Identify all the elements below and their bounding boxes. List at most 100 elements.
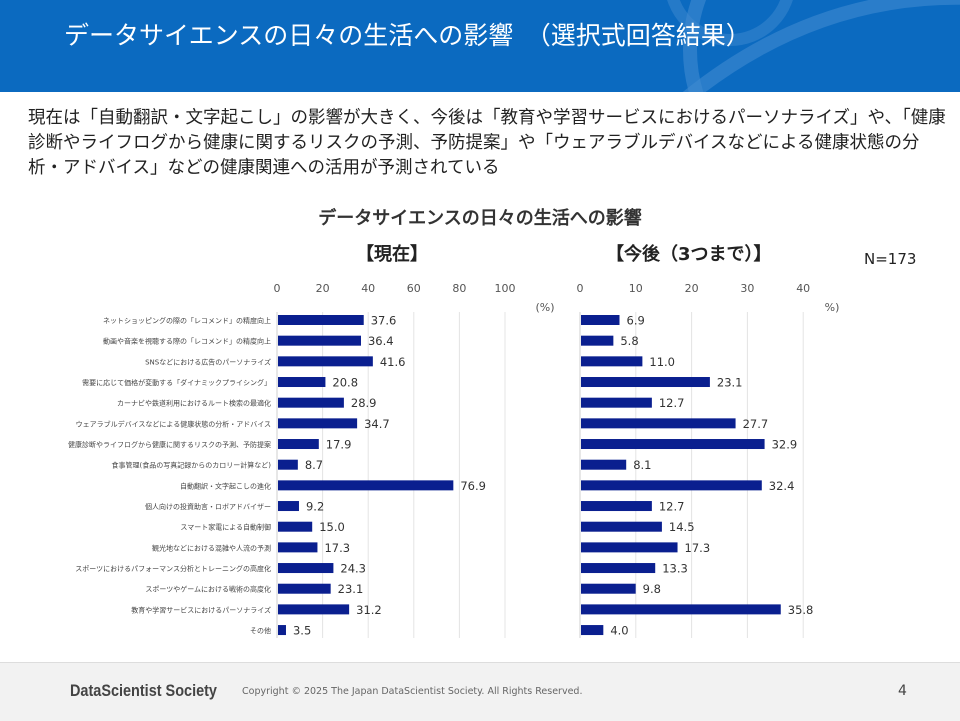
bar — [278, 480, 454, 491]
data-label: 5.8 — [620, 334, 638, 348]
header-bar: データサイエンスの日々の生活への影響 （選択式回答結果） — [0, 0, 960, 92]
x-tick-label: 40 — [361, 282, 375, 295]
x-tick-label: 20 — [685, 282, 699, 295]
data-label: 9.8 — [643, 582, 661, 596]
data-label: 17.3 — [685, 541, 711, 555]
x-tick-label: 100 — [495, 282, 516, 295]
bar — [581, 521, 662, 532]
data-label: 11.0 — [649, 355, 675, 369]
category-label: 自動翻訳・文字起こしの進化 — [180, 481, 271, 490]
category-label: ネットショッピングの際の「レコメンド」の精度向上 — [103, 316, 271, 325]
data-label: 15.0 — [319, 520, 345, 534]
data-label: 23.1 — [338, 582, 364, 596]
category-label: 観光地などにおける混雑や人流の予測 — [152, 543, 271, 552]
summary-text: 現在は「自動翻訳・文字起こし」の影響が大きく、今後は「教育や学習サービスにおける… — [28, 108, 946, 178]
bar — [581, 397, 652, 408]
bar — [581, 604, 781, 615]
x-tick-label: 10 — [629, 282, 643, 295]
bar — [278, 356, 373, 367]
data-label: 36.4 — [368, 334, 394, 348]
category-label: カーナビや鉄道利用におけるルート検索の最適化 — [117, 399, 271, 408]
bar — [278, 583, 331, 594]
data-label: 9.2 — [306, 500, 324, 514]
slide-title: データサイエンスの日々の生活への影響 （選択式回答結果） — [64, 21, 751, 50]
unit-label: (%) — [535, 301, 554, 314]
data-label: 8.1 — [633, 458, 651, 472]
data-label: 14.5 — [669, 520, 695, 534]
data-label: 31.2 — [356, 603, 382, 617]
bar — [581, 356, 643, 367]
bar — [278, 604, 350, 615]
data-label: 76.9 — [460, 479, 486, 493]
data-label: 3.5 — [293, 624, 311, 638]
data-label: 17.9 — [326, 438, 352, 452]
x-tick-label: 40 — [796, 282, 810, 295]
sample-size: N=173 — [864, 250, 917, 268]
x-tick-label: 60 — [407, 282, 421, 295]
bar — [278, 521, 313, 532]
category-label: SNSなどにおける広告のパーソナライズ — [145, 357, 271, 366]
decorative-globe-icon — [667, 0, 960, 92]
data-label: 34.7 — [364, 417, 390, 431]
data-label: 12.7 — [659, 500, 685, 514]
bar — [278, 625, 286, 636]
copyright: Copyright © 2025 The Japan DataScientist… — [242, 686, 583, 697]
bar — [581, 563, 656, 574]
x-tick-label: 0 — [274, 282, 281, 295]
future-chart-title: 【今後（3つまで）】 — [606, 244, 772, 265]
bar — [581, 315, 620, 325]
bar — [581, 459, 627, 470]
data-label: 28.9 — [351, 396, 377, 410]
data-label: 8.7 — [305, 458, 323, 472]
category-label: 動画や音楽を視聴する際の「レコメンド」の精度向上 — [103, 337, 271, 346]
data-label: 4.0 — [610, 624, 628, 638]
category-label: 教育や学習サービスにおけるパーソナライズ — [131, 605, 271, 614]
bar — [278, 459, 298, 470]
bar — [581, 439, 765, 450]
data-label: 37.6 — [371, 314, 397, 328]
category-label: その他 — [250, 626, 271, 635]
data-label: 17.3 — [324, 541, 350, 555]
bar — [278, 542, 318, 553]
x-tick-label: 0 — [577, 282, 584, 295]
bar — [581, 501, 652, 512]
bar — [581, 583, 636, 594]
bar — [581, 418, 736, 429]
chart-title: データサイエンスの日々の生活への影響 — [318, 208, 642, 229]
bar — [278, 397, 344, 408]
category-label: 食事管理(食品の写真記録からのカロリー計算など) — [112, 461, 272, 470]
footer: DataScientist Society Copyright © 2025 T… — [0, 662, 960, 721]
bar — [278, 315, 364, 325]
logo: DataScientist Society — [70, 681, 217, 700]
page-number: 4 — [898, 683, 907, 699]
category-label: 個人向けの投資助言・ロボアドバイザー — [145, 502, 271, 511]
data-label: 6.9 — [627, 314, 645, 328]
data-label: 32.4 — [769, 479, 795, 493]
bar — [581, 542, 678, 553]
data-label: 12.7 — [659, 396, 685, 410]
data-label: 35.8 — [788, 603, 814, 617]
data-label: 24.3 — [340, 562, 366, 576]
category-label: 健康診断やライフログから健康に関するリスクの予測、予防提案 — [68, 440, 271, 449]
data-label: 23.1 — [717, 376, 743, 390]
data-label: 41.6 — [380, 355, 406, 369]
x-tick-label: 30 — [740, 282, 754, 295]
bar — [581, 377, 710, 388]
category-label: ウェアラブルデバイスなどによる健康状態の分析・アドバイス — [76, 419, 271, 428]
data-label: 20.8 — [332, 376, 358, 390]
unit-label: %) — [825, 301, 840, 314]
bar — [278, 418, 358, 429]
category-label: スポーツにおけるパフォーマンス分析とトレーニングの高度化 — [75, 564, 271, 573]
x-tick-label: 80 — [452, 282, 466, 295]
bar — [581, 335, 614, 346]
bar — [278, 563, 334, 574]
category-label: 需要に応じて価格が変動する「ダイナミックプライシング」 — [82, 378, 271, 387]
bar — [581, 625, 604, 636]
bar — [581, 480, 762, 491]
bar — [278, 335, 361, 346]
bar — [278, 377, 326, 388]
data-label: 13.3 — [662, 562, 688, 576]
current-chart-title: 【現在】 — [356, 244, 428, 265]
bar — [278, 439, 319, 450]
